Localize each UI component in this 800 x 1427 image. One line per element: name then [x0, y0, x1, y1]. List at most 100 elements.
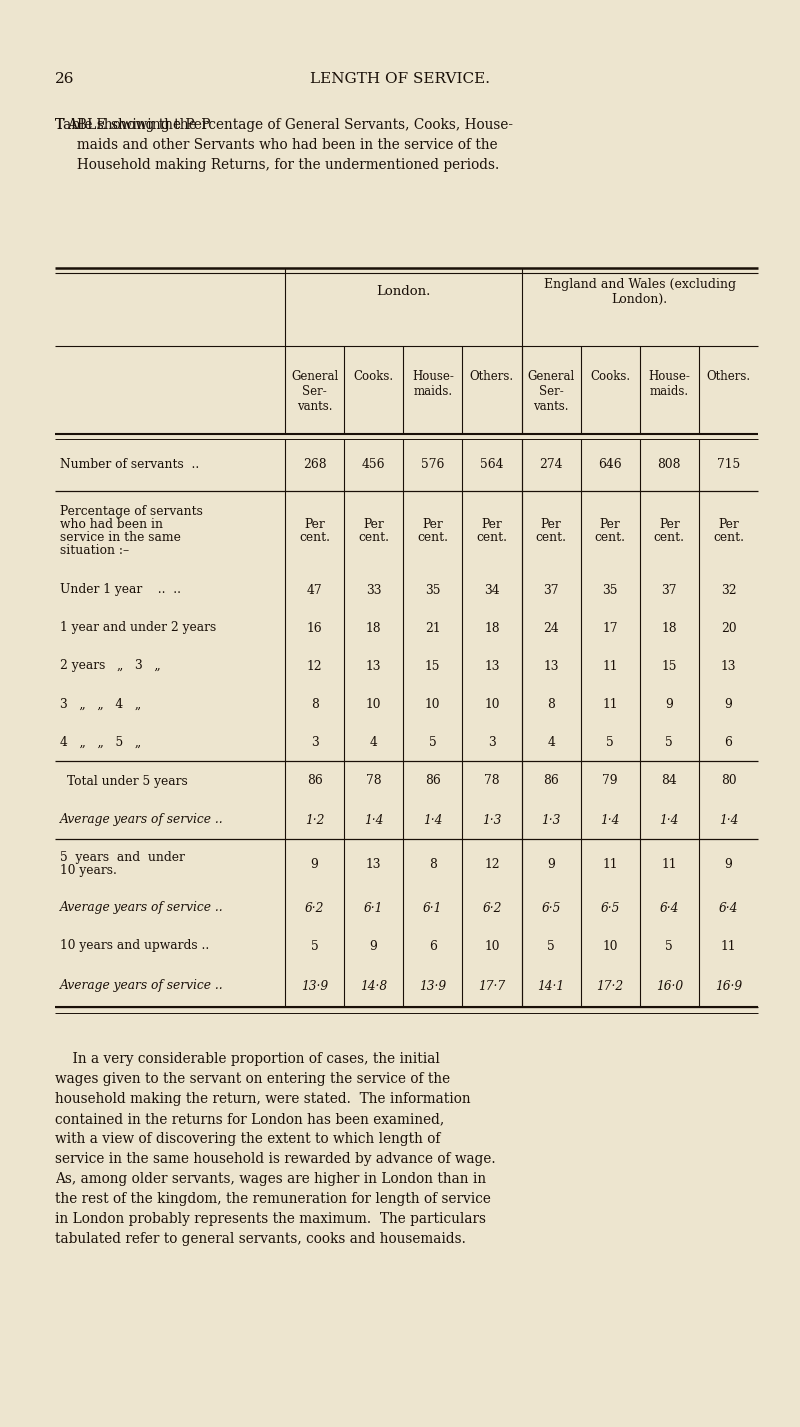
- Text: 3: 3: [310, 735, 318, 749]
- Text: House-
maids.: House- maids.: [648, 370, 690, 398]
- Text: cent.: cent.: [713, 531, 744, 544]
- Text: 3   „   „   4   „: 3 „ „ 4 „: [60, 698, 142, 711]
- Text: 14·8: 14·8: [360, 979, 387, 993]
- Text: 1·4: 1·4: [660, 813, 679, 826]
- Text: Average years of service ..: Average years of service ..: [60, 813, 224, 826]
- Text: 78: 78: [366, 775, 382, 788]
- Text: 11: 11: [602, 858, 618, 870]
- Text: 16·9: 16·9: [715, 979, 742, 993]
- Text: 13·9: 13·9: [419, 979, 446, 993]
- Text: contained in the returns for London has been examined,: contained in the returns for London has …: [55, 1112, 444, 1126]
- Text: Average years of service ..: Average years of service ..: [60, 902, 224, 915]
- Text: 456: 456: [362, 458, 386, 471]
- Text: 5: 5: [666, 939, 673, 952]
- Text: 17: 17: [602, 622, 618, 635]
- Text: General
Ser-
vants.: General Ser- vants.: [291, 370, 338, 412]
- Text: with a view of discovering the extent to which length of: with a view of discovering the extent to…: [55, 1132, 440, 1146]
- Text: 11: 11: [602, 659, 618, 672]
- Text: situation :–: situation :–: [60, 544, 129, 557]
- Text: 32: 32: [721, 584, 736, 596]
- Text: 5: 5: [666, 735, 673, 749]
- Text: Average years of service ..: Average years of service ..: [60, 979, 224, 993]
- Text: 1·4: 1·4: [718, 813, 738, 826]
- Text: 6: 6: [429, 939, 437, 952]
- Text: 11: 11: [602, 698, 618, 711]
- Text: 9: 9: [547, 858, 555, 870]
- Text: House-
maids.: House- maids.: [412, 370, 454, 398]
- Text: Per: Per: [600, 518, 621, 531]
- Text: 4: 4: [547, 735, 555, 749]
- Text: 78: 78: [484, 775, 500, 788]
- Text: 20: 20: [721, 622, 736, 635]
- Text: 1·4: 1·4: [364, 813, 383, 826]
- Text: 13: 13: [366, 659, 382, 672]
- Text: Cooks.: Cooks.: [354, 370, 394, 382]
- Text: maids and other Servants who had been in the service of the: maids and other Servants who had been in…: [55, 138, 498, 153]
- Text: 10: 10: [425, 698, 441, 711]
- Text: 8: 8: [547, 698, 555, 711]
- Text: 13·9: 13·9: [301, 979, 328, 993]
- Text: wages given to the servant on entering the service of the: wages given to the servant on entering t…: [55, 1072, 450, 1086]
- Text: 9: 9: [666, 698, 674, 711]
- Text: T: T: [55, 118, 65, 133]
- Text: As, among older servants, wages are higher in London than in: As, among older servants, wages are high…: [55, 1172, 486, 1186]
- Text: 16·0: 16·0: [656, 979, 683, 993]
- Text: cent.: cent.: [358, 531, 389, 544]
- Text: 1·3: 1·3: [482, 813, 502, 826]
- Text: 4   „   „   5   „: 4 „ „ 5 „: [60, 735, 142, 749]
- Text: 808: 808: [658, 458, 681, 471]
- Text: 564: 564: [480, 458, 504, 471]
- Text: 9: 9: [725, 698, 732, 711]
- Text: 10 years and upwards ..: 10 years and upwards ..: [60, 939, 210, 952]
- Text: 6·1: 6·1: [423, 902, 442, 915]
- Text: Total under 5 years: Total under 5 years: [67, 775, 188, 788]
- Text: Others.: Others.: [470, 370, 514, 382]
- Text: tabulated refer to general servants, cooks and housemaids.: tabulated refer to general servants, coo…: [55, 1232, 466, 1246]
- Text: 15: 15: [425, 659, 441, 672]
- Text: 6·1: 6·1: [364, 902, 383, 915]
- Text: cent.: cent.: [418, 531, 448, 544]
- Text: 5: 5: [310, 939, 318, 952]
- Text: 11: 11: [721, 939, 736, 952]
- Text: cent.: cent.: [299, 531, 330, 544]
- Text: 5  years  and  under: 5 years and under: [60, 850, 185, 863]
- Text: Under 1 year    ..  ..: Under 1 year .. ..: [60, 584, 181, 596]
- Text: in London probably represents the maximum.  The particulars: in London probably represents the maximu…: [55, 1212, 486, 1226]
- Text: 1·3: 1·3: [542, 813, 561, 826]
- Text: Percentage of servants: Percentage of servants: [60, 505, 203, 518]
- Text: 5: 5: [606, 735, 614, 749]
- Text: Per: Per: [363, 518, 384, 531]
- Text: 2 years   „   3   „: 2 years „ 3 „: [60, 659, 161, 672]
- Text: 4: 4: [370, 735, 378, 749]
- Text: 86: 86: [543, 775, 559, 788]
- Text: Cooks.: Cooks.: [590, 370, 630, 382]
- Text: London.: London.: [376, 285, 430, 298]
- Text: 21: 21: [425, 622, 441, 635]
- Text: 3: 3: [488, 735, 496, 749]
- Text: 10: 10: [484, 939, 500, 952]
- Text: 15: 15: [662, 659, 677, 672]
- Text: the rest of the kingdom, the remuneration for length of service: the rest of the kingdom, the remuneratio…: [55, 1192, 491, 1206]
- Text: 646: 646: [598, 458, 622, 471]
- Text: Per: Per: [422, 518, 443, 531]
- Text: 576: 576: [421, 458, 445, 471]
- Text: 12: 12: [484, 858, 500, 870]
- Text: 16: 16: [306, 622, 322, 635]
- Text: 274: 274: [539, 458, 563, 471]
- Text: Household making Returns, for the undermentioned periods.: Household making Returns, for the underm…: [55, 158, 499, 173]
- Text: LENGTH OF SERVICE.: LENGTH OF SERVICE.: [310, 71, 490, 86]
- Text: England and Wales (excluding
London).: England and Wales (excluding London).: [544, 278, 736, 305]
- Text: 9: 9: [310, 858, 318, 870]
- Text: 5: 5: [547, 939, 555, 952]
- Text: 86: 86: [425, 775, 441, 788]
- Text: 17·2: 17·2: [597, 979, 624, 993]
- Text: 13: 13: [366, 858, 382, 870]
- Text: ABLE showing the P: ABLE showing the P: [67, 118, 210, 133]
- Text: 6·5: 6·5: [542, 902, 561, 915]
- Text: service in the same: service in the same: [60, 531, 181, 544]
- Text: 13: 13: [721, 659, 736, 672]
- Text: 1·4: 1·4: [601, 813, 620, 826]
- Text: 80: 80: [721, 775, 736, 788]
- Text: 18: 18: [366, 622, 382, 635]
- Text: 84: 84: [662, 775, 677, 788]
